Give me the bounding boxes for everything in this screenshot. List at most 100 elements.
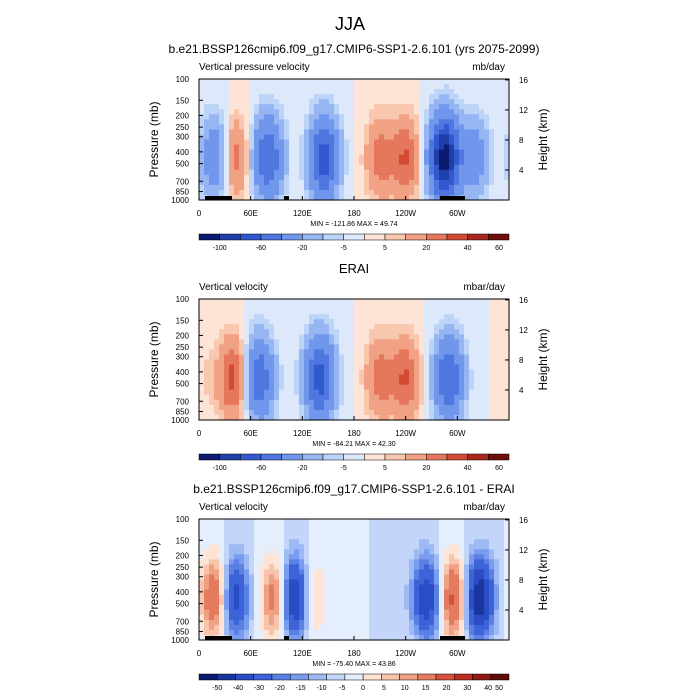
field-cell — [309, 94, 315, 100]
field-cell — [259, 84, 265, 90]
field-cell — [424, 389, 430, 396]
field-cell — [474, 614, 480, 621]
field-cell — [219, 169, 225, 176]
field-cell — [289, 544, 295, 550]
field-cell — [444, 584, 450, 591]
field-cell — [434, 519, 440, 525]
field-cell — [334, 574, 340, 581]
colorbar-swatch — [240, 233, 262, 241]
field-cell — [504, 544, 510, 550]
field-cell — [339, 599, 345, 606]
field-cell — [399, 549, 405, 555]
field-cell — [314, 344, 320, 351]
field-cell — [449, 624, 455, 631]
field-cell — [504, 354, 510, 361]
field-cell — [399, 584, 405, 591]
field-cell — [234, 79, 240, 85]
field-cell — [454, 109, 460, 115]
field-cell — [389, 529, 395, 535]
field-cell — [264, 384, 270, 391]
field-cell — [444, 554, 450, 560]
field-cell — [274, 319, 280, 325]
field-cell — [454, 299, 460, 305]
field-cell — [334, 394, 340, 401]
field-cell — [434, 384, 440, 391]
field-cell — [254, 94, 260, 100]
field-cell — [299, 179, 305, 186]
field-cell — [234, 569, 240, 576]
field-cell — [294, 549, 300, 555]
field-cell — [409, 334, 415, 340]
field-cell — [304, 549, 310, 555]
field-cell — [249, 114, 255, 120]
field-cell — [349, 559, 355, 565]
field-cell — [214, 159, 220, 166]
field-cell — [299, 594, 305, 601]
x-tick-label: 120W — [395, 649, 416, 658]
field-cell — [239, 404, 245, 411]
field-cell — [464, 414, 470, 421]
field-cell — [224, 134, 230, 141]
field-cell — [204, 124, 210, 131]
field-cell — [429, 314, 435, 320]
field-cell — [419, 334, 425, 340]
field-cell — [404, 169, 410, 176]
field-cell — [444, 319, 450, 325]
field-cell — [279, 354, 285, 361]
field-cell — [219, 139, 225, 146]
field-cell — [204, 304, 210, 310]
field-cell — [294, 164, 300, 171]
field-cell — [354, 99, 360, 105]
field-cell — [289, 319, 295, 325]
field-cell — [329, 94, 335, 100]
field-cell — [409, 169, 415, 176]
field-cell — [214, 409, 220, 416]
field-cell — [424, 349, 430, 356]
field-cell — [479, 309, 485, 315]
field-cell — [374, 609, 380, 616]
field-cell — [239, 304, 245, 310]
field-cell — [369, 104, 375, 110]
field-cell — [259, 579, 265, 586]
field-cell — [359, 384, 365, 391]
field-cell — [414, 604, 420, 611]
field-cell — [304, 609, 310, 616]
field-cell — [424, 379, 430, 386]
field-cell — [464, 174, 470, 181]
field-cell — [459, 304, 465, 310]
field-cell — [199, 359, 205, 366]
field-cell — [209, 329, 215, 335]
field-cell — [244, 364, 250, 371]
field-cell — [219, 549, 225, 555]
field-cell — [319, 544, 325, 550]
field-cell — [259, 534, 265, 540]
field-cell — [289, 564, 295, 571]
field-cell — [344, 409, 350, 416]
field-cell — [219, 174, 225, 181]
field-cell — [499, 164, 505, 171]
field-cell — [434, 189, 440, 196]
field-cell — [484, 319, 490, 325]
field-cell — [484, 104, 490, 110]
field-cell — [334, 629, 340, 636]
field-cell — [249, 349, 255, 356]
field-cell — [224, 389, 230, 396]
field-cell — [359, 589, 365, 596]
field-cell — [239, 109, 245, 115]
field-cell — [329, 589, 335, 596]
field-cell — [199, 619, 205, 626]
colorbar-label: 20 — [422, 465, 430, 472]
field-cell — [289, 364, 295, 371]
field-cell — [334, 344, 340, 351]
field-cell — [379, 364, 385, 371]
field-cell — [324, 169, 330, 176]
field-cell — [489, 174, 495, 181]
colorbar-swatch — [490, 673, 510, 681]
field-cell — [374, 159, 380, 166]
field-cell — [454, 189, 460, 196]
field-cell — [459, 154, 465, 161]
field-cell — [314, 104, 320, 110]
field-cell — [489, 309, 495, 315]
field-cell — [309, 589, 315, 596]
field-cell — [319, 299, 325, 305]
